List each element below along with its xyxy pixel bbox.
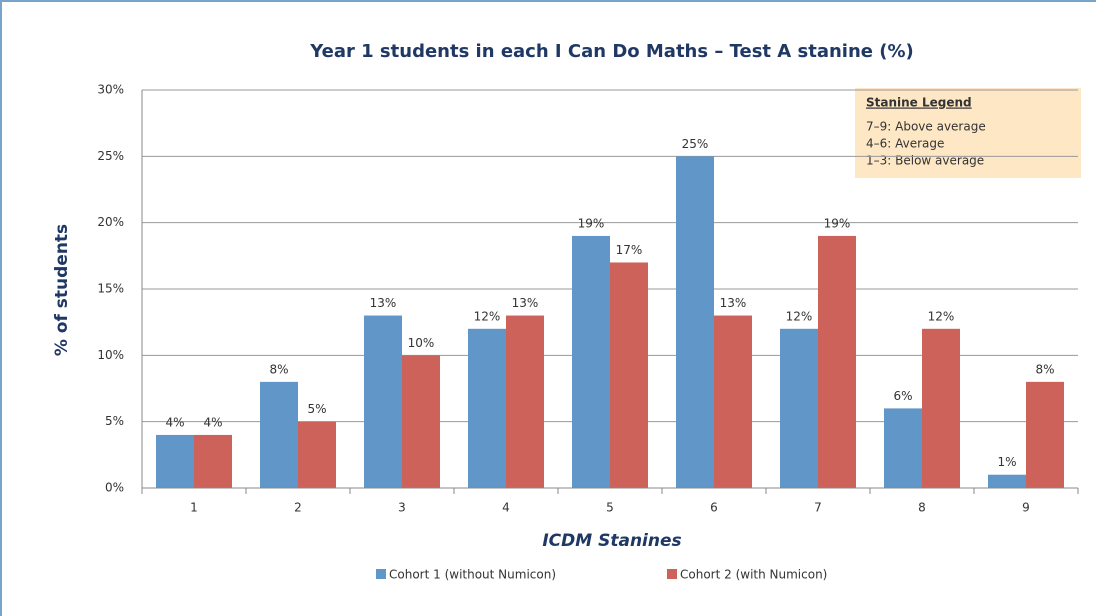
annotation-line: 7–9: Above average	[866, 120, 986, 134]
legend-label: Cohort 1 (without Numicon)	[389, 568, 556, 582]
bar	[780, 328, 818, 488]
bar	[572, 235, 610, 488]
bar	[364, 315, 402, 488]
data-label: 8%	[269, 362, 288, 376]
data-label: 13%	[720, 296, 747, 310]
x-tick-label: 5	[606, 501, 614, 515]
data-label: 6%	[893, 389, 912, 403]
x-tick-label: 6	[710, 501, 718, 515]
annotation-line: 1–3: Below average	[866, 154, 984, 168]
y-tick-label: 0%	[105, 481, 124, 495]
bar	[298, 421, 336, 488]
annotation-title: Stanine Legend	[866, 96, 972, 110]
y-axis-title: % of students	[52, 224, 72, 356]
data-label: 4%	[203, 415, 222, 429]
x-tick-label: 7	[814, 501, 822, 515]
chart-title: Year 1 students in each I Can Do Maths –…	[309, 41, 913, 62]
data-label: 19%	[824, 216, 851, 230]
y-tick-label: 5%	[105, 414, 124, 428]
y-tick-label: 30%	[97, 83, 124, 97]
bar	[610, 262, 648, 488]
y-tick-label: 15%	[97, 282, 124, 296]
bar	[884, 408, 922, 488]
y-tick-label: 25%	[97, 149, 124, 163]
annotation-line: 4–6: Average	[866, 137, 944, 151]
x-tick-label: 2	[294, 501, 302, 515]
x-tick-label: 9	[1022, 501, 1030, 515]
bar	[260, 381, 298, 488]
bar	[194, 434, 232, 488]
data-label: 12%	[928, 309, 955, 323]
data-label: 25%	[682, 137, 709, 151]
bar	[468, 328, 506, 488]
bar	[506, 315, 544, 488]
x-tick-label: 1	[190, 501, 198, 515]
legend-swatch	[667, 569, 677, 579]
y-tick-label: 10%	[97, 348, 124, 362]
data-label: 4%	[165, 415, 184, 429]
data-label: 17%	[616, 243, 643, 257]
legend-swatch	[376, 569, 386, 579]
x-tick-label: 8	[918, 501, 926, 515]
bar	[156, 434, 194, 488]
x-tick-label: 4	[502, 501, 510, 515]
data-label: 1%	[997, 455, 1016, 469]
data-label: 8%	[1035, 362, 1054, 376]
y-tick-label: 20%	[97, 215, 124, 229]
data-label: 5%	[307, 402, 326, 416]
data-label: 13%	[370, 296, 397, 310]
bar	[988, 474, 1026, 488]
annotation-box	[855, 88, 1081, 178]
bar	[922, 328, 960, 488]
data-label: 12%	[474, 309, 501, 323]
bar	[402, 355, 440, 488]
data-label: 12%	[786, 309, 813, 323]
legend-label: Cohort 2 (with Numicon)	[680, 568, 827, 582]
bar	[818, 235, 856, 488]
data-label: 19%	[578, 216, 605, 230]
data-label: 13%	[512, 296, 539, 310]
bar	[1026, 381, 1064, 488]
bar	[676, 156, 714, 489]
bar	[714, 315, 752, 488]
data-label: 10%	[408, 336, 435, 350]
x-axis-title: ICDM Stanines	[542, 531, 681, 551]
x-tick-label: 3	[398, 501, 406, 515]
